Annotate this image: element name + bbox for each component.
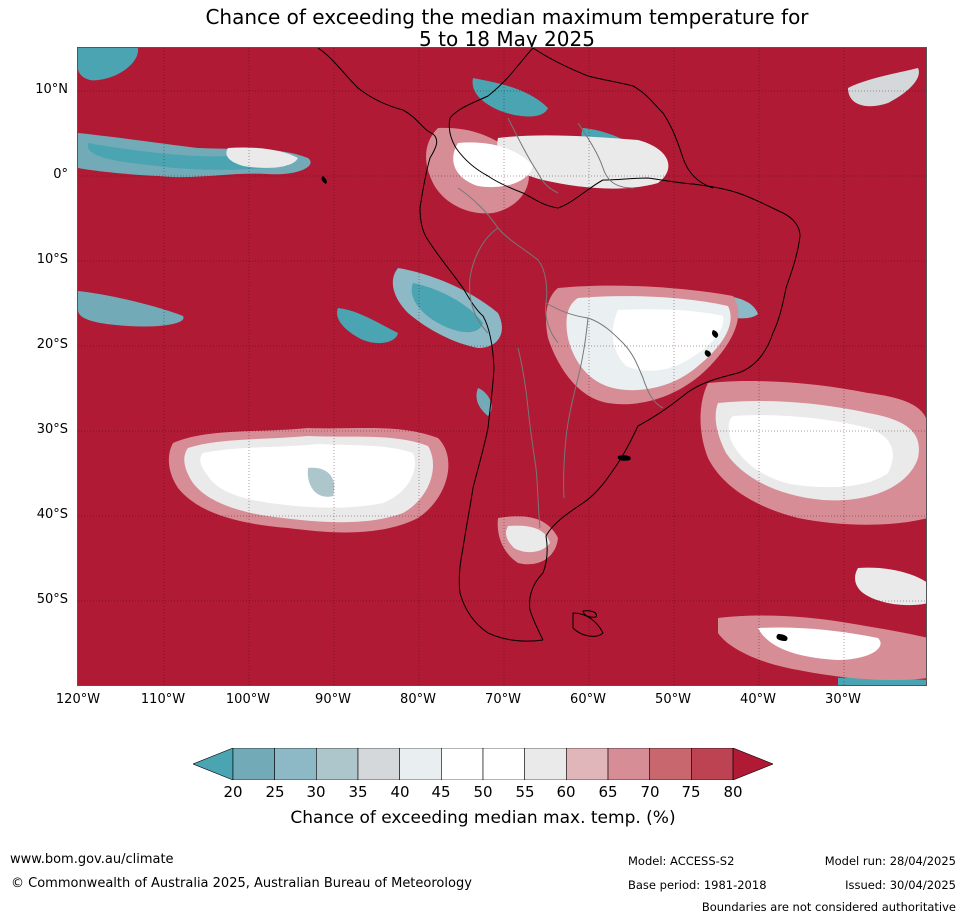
lon-label-40w: 40°W	[740, 692, 776, 707]
colorbar-tick: 70	[640, 783, 660, 801]
colorbar-tick: 25	[265, 783, 285, 801]
model-run-date: Model run: 28/04/2025	[824, 854, 956, 868]
colorbar-tick: 35	[348, 783, 368, 801]
issued-date: Issued: 30/04/2025	[845, 878, 956, 892]
colorbar-label: Chance of exceeding median max. temp. (%…	[290, 808, 676, 828]
colorbar-tick: 60	[556, 783, 576, 801]
copyright-text: © Commonwealth of Australia 2025, Austra…	[11, 876, 472, 891]
lon-label-110w: 110°W	[140, 692, 186, 707]
forecast-map	[77, 47, 927, 686]
colorbar-tick: 20	[223, 783, 243, 801]
colorbar-swatch	[566, 748, 609, 780]
model-name: Model: ACCESS-S2	[628, 854, 735, 868]
lon-label-120w: 120°W	[55, 692, 101, 707]
islands	[321, 176, 788, 641]
lon-label-50w: 50°W	[655, 692, 691, 707]
colorbar-swatch	[357, 748, 400, 780]
colorbar-swatch	[316, 748, 359, 780]
lon-label-60w: 60°W	[570, 692, 606, 707]
colorbar-extend-low	[193, 748, 234, 780]
colorbar-legend	[193, 748, 773, 780]
boundaries-disclaimer: Boundaries are not considered authoritat…	[701, 900, 956, 914]
base-period: Base period: 1981-2018	[628, 878, 767, 892]
lat-label-40s: 40°S	[36, 507, 68, 522]
graticule	[78, 48, 926, 685]
lat-label-20s: 20°S	[36, 337, 68, 352]
lat-label-10s: 10°S	[36, 252, 68, 267]
colorbar-swatch	[482, 748, 525, 780]
website-link[interactable]: www.bom.gov.au/climate	[10, 852, 174, 867]
colorbar-tick: 40	[390, 783, 410, 801]
lat-label-50s: 50°S	[36, 592, 68, 607]
lon-label-70w: 70°W	[485, 692, 521, 707]
colorbar-tick: 45	[431, 783, 451, 801]
colorbar-tick: 30	[306, 783, 326, 801]
colorbar-tick: 75	[681, 783, 701, 801]
coastlines	[317, 48, 801, 642]
lat-label-30s: 30°S	[36, 422, 68, 437]
lon-label-80w: 80°W	[400, 692, 436, 707]
colorbar-swatch	[232, 748, 275, 780]
colorbar-swatch	[607, 748, 650, 780]
colorbar-tick: 80	[723, 783, 743, 801]
colorbar-swatch	[441, 748, 484, 780]
lon-label-90w: 90°W	[315, 692, 351, 707]
lat-label-0: 0°	[53, 167, 68, 182]
colorbar-swatch	[691, 748, 734, 780]
median-chance-regions	[168, 127, 926, 680]
colorbar-tick: 65	[598, 783, 618, 801]
map-title-line1: Chance of exceeding the median maximum t…	[205, 5, 809, 29]
country-borders	[457, 117, 664, 529]
colorbar-tick: 55	[515, 783, 535, 801]
lon-label-30w: 30°W	[825, 692, 861, 707]
colorbar-extend-high	[732, 748, 773, 780]
colorbar-swatch	[524, 748, 567, 780]
colorbar-swatch	[649, 748, 692, 780]
lon-label-100w: 100°W	[225, 692, 271, 707]
colorbar-swatch	[399, 748, 442, 780]
lat-label-10n: 10°N	[35, 82, 68, 97]
colorbar-swatch	[274, 748, 317, 780]
map-title-line2: 5 to 18 May 2025	[419, 27, 595, 51]
colorbar-tick: 50	[473, 783, 493, 801]
